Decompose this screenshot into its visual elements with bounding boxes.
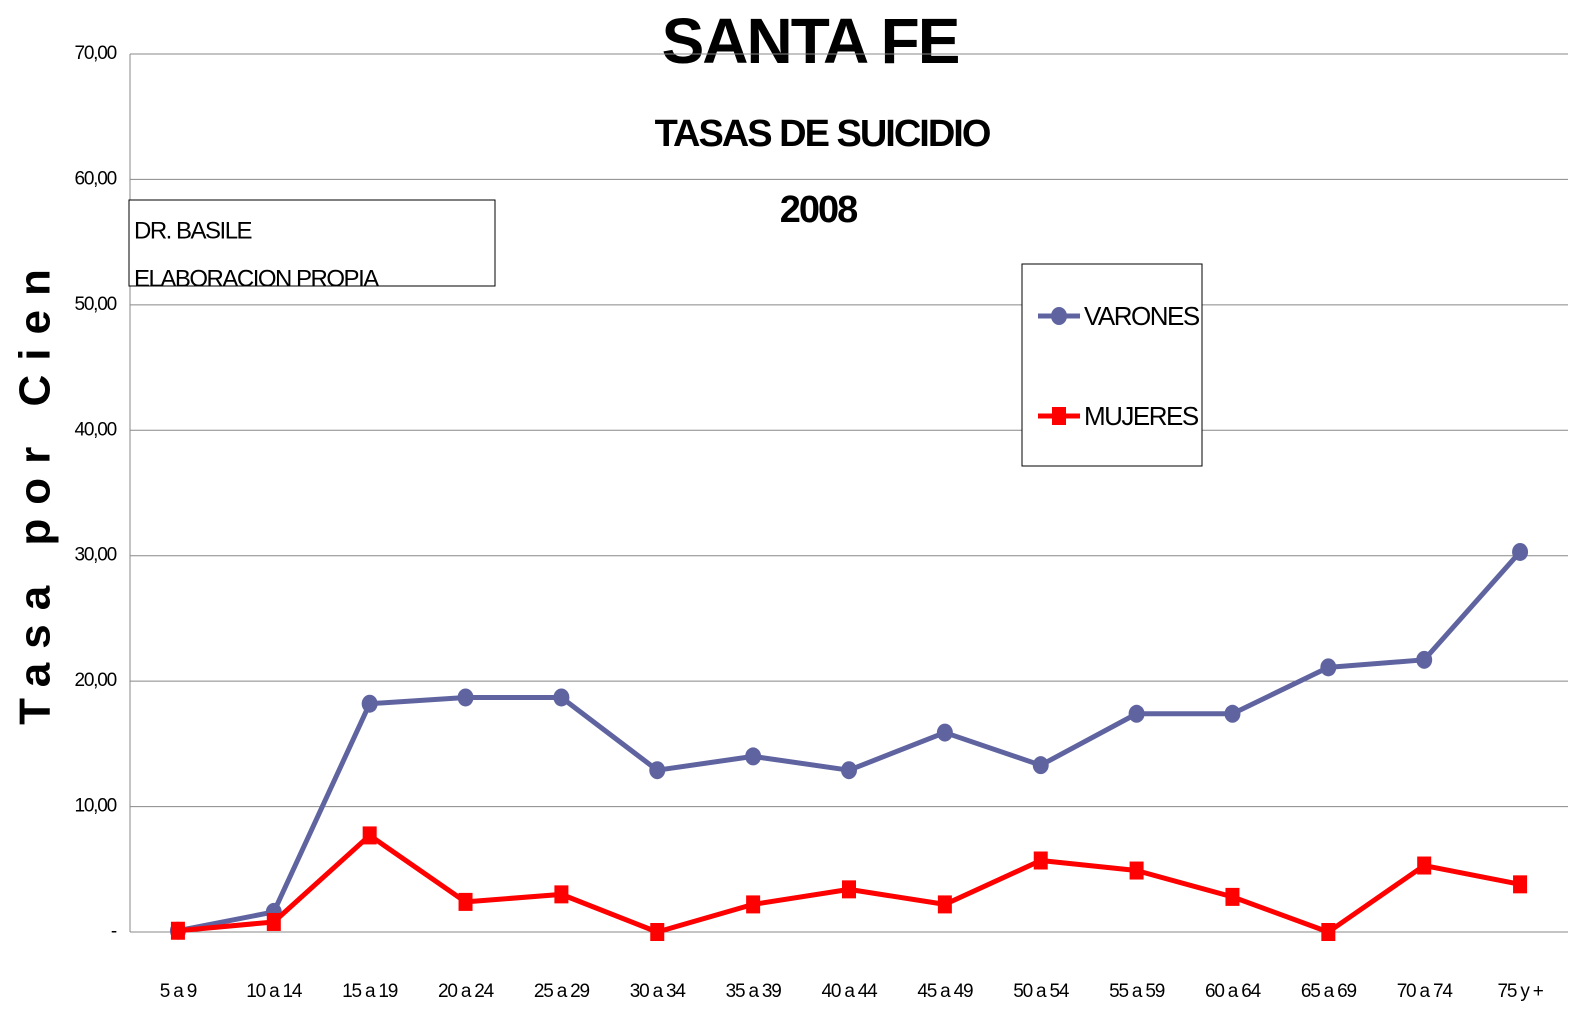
- x-tick-label: 30 a 34: [630, 981, 687, 1002]
- marker: [1416, 650, 1433, 669]
- marker: [1512, 542, 1529, 561]
- marker: [1224, 704, 1241, 723]
- marker: [553, 688, 570, 707]
- x-tick-label: 25 a 29: [534, 981, 590, 1002]
- marker: [1513, 875, 1528, 894]
- marker: [1129, 861, 1144, 880]
- x-tick-label: 15 a 19: [342, 981, 398, 1002]
- x-tick-label: 40 a 44: [822, 981, 879, 1002]
- x-tick-label: 75 y +: [1498, 981, 1544, 1002]
- y-tick-label: 30,00: [74, 545, 116, 566]
- legend: VARONES MUJERES: [1038, 301, 1201, 431]
- marker: [1320, 658, 1337, 677]
- chart-title: SANTA FE: [662, 5, 959, 77]
- marker: [170, 921, 185, 940]
- marker: [745, 747, 762, 766]
- marker: [649, 761, 666, 780]
- marker: [937, 895, 952, 914]
- y-tick-label: 10,00: [74, 796, 116, 817]
- marker: [746, 895, 761, 914]
- x-tick-label: 55 a 59: [1109, 981, 1165, 1002]
- marker: [266, 912, 281, 931]
- annotation-text: ELABORACION PROPIA: [134, 265, 379, 292]
- marker: [1321, 923, 1336, 941]
- x-tick-label: 70 a 74: [1397, 981, 1454, 1002]
- marker: [936, 723, 953, 742]
- chart-subtitle: TASAS DE SUICIDIO: [655, 113, 990, 155]
- series-line: [177, 550, 1522, 934]
- marker: [457, 688, 474, 707]
- marker: [842, 880, 856, 899]
- legend-marker: [1051, 307, 1067, 325]
- x-tick-label: 10 a 14: [246, 981, 303, 1002]
- y-tick-label: -: [111, 921, 117, 942]
- marker: [458, 892, 473, 911]
- marker: [1128, 704, 1145, 723]
- marker: [362, 826, 377, 845]
- x-tick-label: 50 a 54: [1013, 981, 1070, 1002]
- legend-marker: [1052, 407, 1066, 425]
- marker: [361, 694, 378, 713]
- legend-label: MUJERES: [1084, 401, 1199, 431]
- annotation-box: [128, 199, 496, 287]
- marker: [554, 885, 569, 904]
- marker: [1033, 851, 1048, 870]
- chart-year: 2008: [780, 189, 857, 231]
- legend-label: VARONES: [1084, 301, 1200, 331]
- marker: [841, 761, 857, 780]
- x-tick-label: 35 a 39: [726, 981, 782, 1002]
- y-axis-label: Tasa por Cien: [11, 255, 60, 725]
- y-tick-label: 40,00: [74, 419, 116, 440]
- marker: [1225, 887, 1240, 906]
- x-tick-label: 5 a 9: [160, 981, 197, 1002]
- marker: [1032, 756, 1049, 775]
- y-tick-label: 20,00: [74, 670, 116, 691]
- marker: [1417, 856, 1432, 875]
- x-tick-label: 60 a 64: [1205, 981, 1262, 1002]
- y-tick-label: 50,00: [74, 294, 116, 315]
- legend-box: [1021, 263, 1203, 467]
- x-tick-label: 45 a 49: [917, 981, 973, 1002]
- plot: - 10,00 20,00 30,00 40,00 50,00 60,00 70,00 5 a …: [74, 43, 1568, 1002]
- y-tick-label: 60,00: [74, 168, 116, 189]
- x-tick-label: 20 a 24: [438, 981, 495, 1002]
- x-tick-label: 65 a 69: [1301, 981, 1357, 1002]
- annotation: DR. BASILE ELABORACION PROPIA: [134, 217, 381, 292]
- annotation-text: DR. BASILE: [134, 217, 252, 244]
- marker: [650, 923, 665, 941]
- y-tick-label: 70,00: [74, 43, 116, 64]
